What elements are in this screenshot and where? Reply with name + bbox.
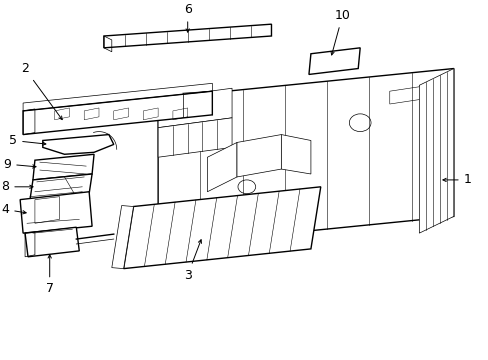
Polygon shape xyxy=(43,135,114,154)
Text: 7: 7 xyxy=(45,255,54,296)
Text: 2: 2 xyxy=(21,62,62,120)
Polygon shape xyxy=(158,68,453,246)
Polygon shape xyxy=(23,91,212,135)
Polygon shape xyxy=(112,206,133,269)
Polygon shape xyxy=(33,154,94,180)
Polygon shape xyxy=(30,174,92,200)
Polygon shape xyxy=(104,24,271,48)
Text: 6: 6 xyxy=(183,3,191,32)
Polygon shape xyxy=(207,143,237,192)
Polygon shape xyxy=(419,68,453,233)
Polygon shape xyxy=(25,227,79,257)
Text: 4: 4 xyxy=(1,203,26,216)
Text: 10: 10 xyxy=(330,9,350,55)
Text: 5: 5 xyxy=(9,134,46,147)
Text: 1: 1 xyxy=(442,174,470,186)
Text: 9: 9 xyxy=(3,158,36,171)
Polygon shape xyxy=(308,48,360,75)
Polygon shape xyxy=(123,187,320,269)
Polygon shape xyxy=(158,88,232,128)
Polygon shape xyxy=(281,135,310,174)
Polygon shape xyxy=(237,135,281,177)
Text: 3: 3 xyxy=(183,240,201,282)
Polygon shape xyxy=(20,192,92,233)
Polygon shape xyxy=(158,118,232,157)
Text: 8: 8 xyxy=(1,180,33,193)
